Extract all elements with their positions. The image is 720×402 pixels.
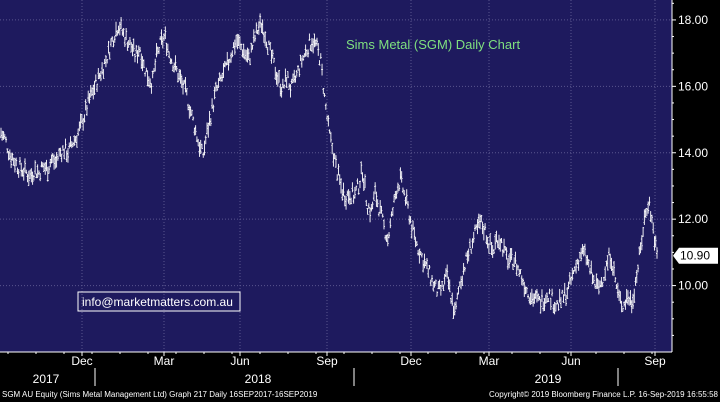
last-price-label: 10.90 [680,249,710,263]
x-month-label: Dec [71,354,92,368]
x-month-label: Jun [230,354,249,368]
x-month-label: Jun [561,354,580,368]
gridlines [0,0,672,352]
price-series [0,13,658,319]
x-month-label: Sep [316,354,338,368]
x-month-label: Dec [400,354,421,368]
chart-title: Sims Metal (SGM) Daily Chart [346,37,520,52]
footer-right: Copyright© 2019 Bloomberg Finance L.P. 1… [489,390,719,399]
annotation-box [77,291,241,312]
y-tick-label: 12.00 [678,212,708,226]
x-year-label: 2018 [245,372,272,386]
x-axis: Dec Mar Jun Sep Dec Mar Jun Sep 2017 2018 2019 [0,351,672,386]
y-tick-label: 14.00 [678,146,708,160]
x-year-label: 2017 [33,372,60,386]
x-month-label: Sep [644,354,666,368]
last-price-marker: 10.90 [673,247,718,264]
x-year-label: 2019 [535,372,562,386]
x-month-label: Mar [479,354,500,368]
y-tick-label: 16.00 [678,79,708,93]
y-tick-label: 10.00 [678,279,708,293]
annotation-email: info@marketmatters.com.au [82,295,233,309]
x-month-label: Mar [154,354,175,368]
y-axis: 10.00 12.00 14.00 16.00 18.00 [671,0,708,352]
last-price-box [673,247,718,264]
y-tick-label: 18.00 [678,13,708,27]
footer-left: SGM AU Equity (Sims Metal Management Ltd… [2,390,318,399]
